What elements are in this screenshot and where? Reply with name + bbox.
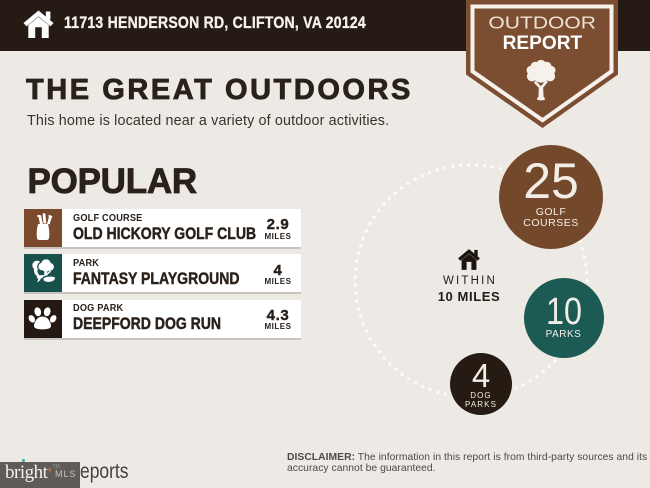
- svg-text:OUTDOOR: OUTDOOR: [488, 13, 596, 33]
- svg-text:REPORT: REPORT: [503, 32, 583, 54]
